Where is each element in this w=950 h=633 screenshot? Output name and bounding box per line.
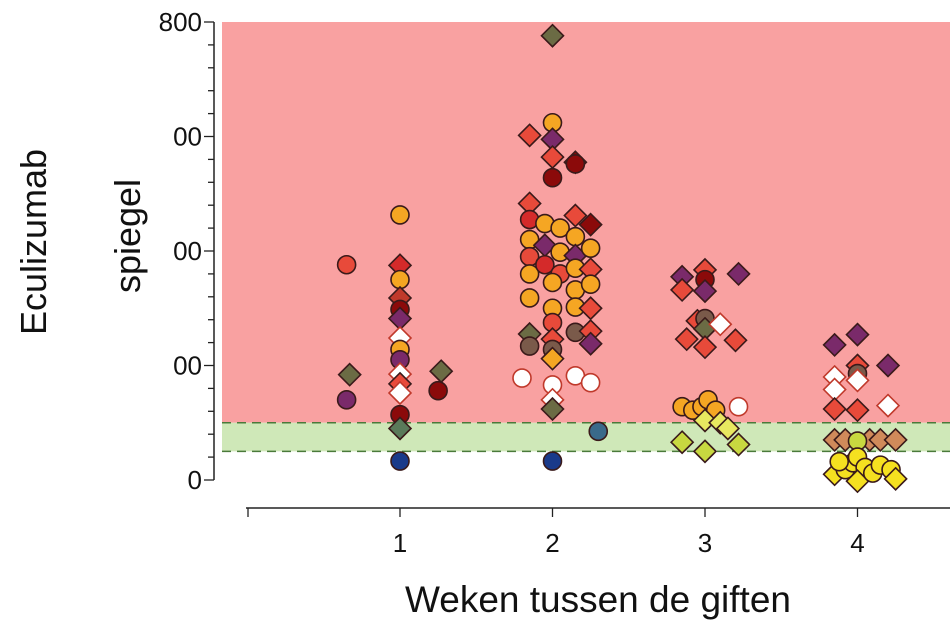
data-point-circle: [542, 451, 563, 471]
data-point-circle: [580, 238, 601, 258]
data-point-diamond: [692, 408, 718, 433]
data-point-diamond: [578, 331, 603, 356]
data-point-circle: [565, 226, 586, 247]
y-axis-title-line-1: Eculizumab: [13, 149, 54, 335]
data-point-diamond: [540, 346, 565, 371]
data-points: [336, 23, 908, 494]
data-point-diamond: [540, 396, 565, 422]
data-point-circle: [428, 380, 448, 401]
x-axis-title: Weken tussen de giften: [405, 579, 791, 620]
x-tick-label: 1: [393, 528, 407, 558]
data-point-circle: [535, 254, 555, 275]
data-point-circle: [390, 205, 410, 225]
y-tick-label: 00: [173, 351, 202, 381]
y-axis-title-line-2: spiegel: [107, 179, 148, 293]
data-point-diamond: [692, 278, 718, 304]
data-point-circle: [580, 372, 601, 393]
data-point-circle: [390, 451, 410, 471]
y-tick-label: 800: [159, 7, 202, 37]
data-point-circle: [588, 421, 609, 442]
data-point-diamond: [387, 380, 413, 406]
data-point-diamond: [726, 432, 751, 457]
y-tick-label: 00: [173, 236, 202, 266]
data-point-diamond: [540, 23, 565, 48]
data-point-diamond: [669, 430, 695, 455]
data-point-diamond: [875, 353, 901, 378]
x-tick-label: 3: [698, 528, 712, 558]
data-point-diamond: [845, 398, 870, 423]
data-point-diamond: [715, 416, 741, 441]
data-point-diamond: [708, 312, 733, 337]
data-point-diamond: [883, 466, 908, 491]
data-point-circle: [519, 288, 540, 308]
data-point-diamond: [337, 362, 362, 387]
data-point-diamond: [669, 277, 695, 303]
x-tick-label: 4: [850, 528, 864, 558]
data-point-circle: [565, 154, 586, 174]
data-point-circle: [336, 254, 357, 275]
data-point-diamond: [387, 416, 413, 441]
x-tick-label: 2: [545, 528, 559, 558]
y-tick-label: 0: [188, 465, 202, 495]
data-point-diamond: [692, 439, 718, 464]
data-point-diamond: [875, 393, 901, 418]
data-point-diamond: [563, 203, 588, 228]
data-point-circle: [519, 336, 540, 356]
data-point-diamond: [822, 332, 847, 358]
data-point-circle: [550, 218, 570, 238]
y-tick-label: 00: [173, 122, 202, 152]
data-point-diamond: [883, 427, 908, 453]
data-point-diamond: [578, 212, 603, 237]
data-point-diamond: [429, 359, 454, 384]
data-point-diamond: [674, 327, 699, 352]
data-point-diamond: [726, 261, 751, 287]
data-point-circle: [728, 396, 749, 417]
data-point-diamond: [822, 396, 847, 422]
data-point-diamond: [845, 368, 870, 393]
data-point-diamond: [692, 335, 718, 360]
data-point-circle: [542, 272, 563, 293]
data-point-circle: [829, 451, 850, 472]
data-point-circle: [336, 390, 357, 410]
data-point-circle: [580, 274, 601, 295]
x-axis: 1 2 3 4: [246, 507, 950, 558]
data-point-circle: [542, 167, 563, 188]
data-point-diamond: [517, 123, 542, 148]
data-point-diamond: [845, 322, 870, 347]
data-point-diamond: [723, 328, 748, 353]
data-point-circle: [512, 368, 532, 388]
data-point-circle: [519, 264, 540, 284]
